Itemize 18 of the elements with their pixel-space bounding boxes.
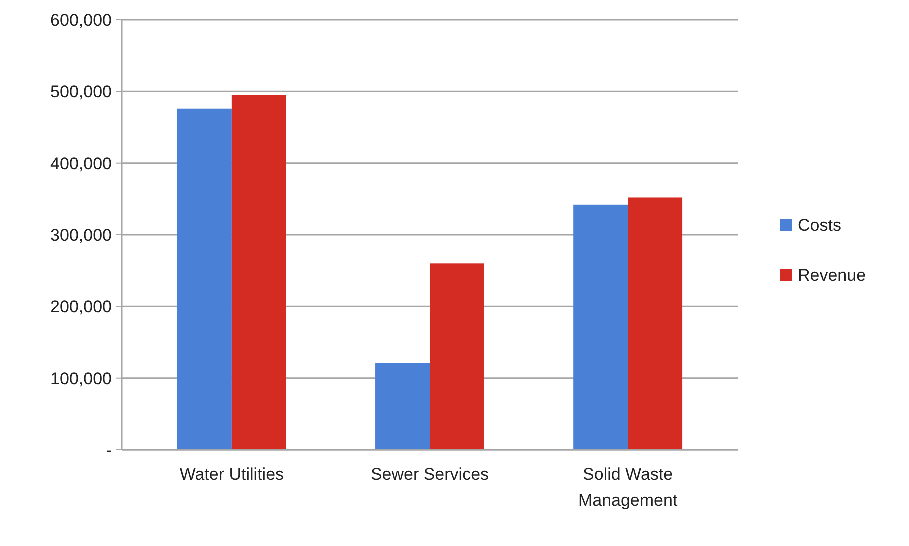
y-tick-label: 400,000 (50, 154, 112, 174)
bar (628, 198, 683, 450)
bar (376, 363, 430, 450)
x-tick-label: Water Utilities (180, 465, 284, 484)
legend-label: Costs (798, 216, 842, 235)
bar (430, 264, 484, 450)
bar (574, 204, 628, 450)
y-tick-label: 600,000 (50, 10, 112, 30)
y-tick-label: - (106, 440, 112, 460)
legend-label: Revenue (798, 266, 866, 285)
y-tick-label: 200,000 (50, 298, 112, 317)
bar (177, 108, 232, 450)
y-tick-label: 500,000 (50, 82, 112, 102)
y-tick-label: 100,000 (50, 369, 112, 388)
y-tick-label: 300,000 (50, 226, 112, 245)
x-tick-label: Sewer Services (370, 465, 490, 484)
bar (232, 95, 286, 450)
x-tick-label: Solid Waste Management (578, 465, 678, 510)
